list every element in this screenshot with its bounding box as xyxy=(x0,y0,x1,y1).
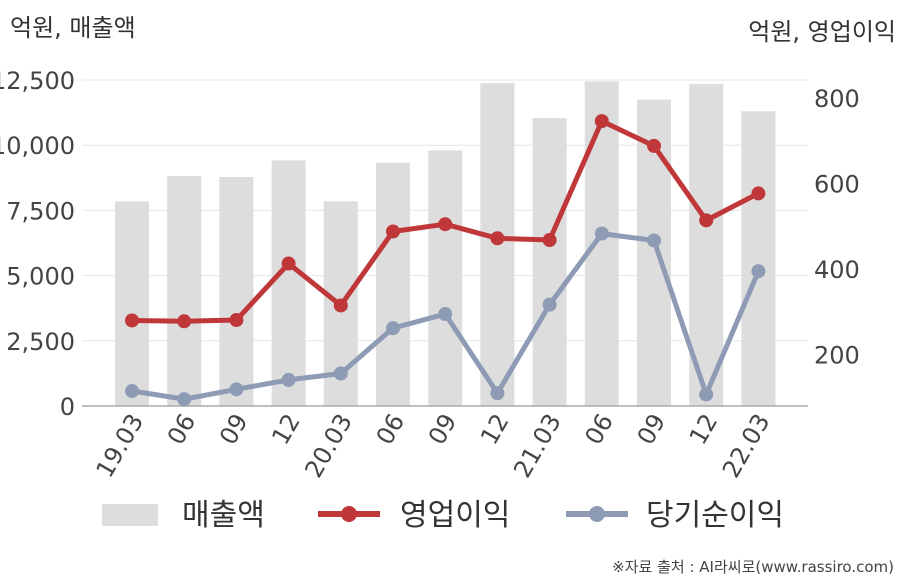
right-tick-label: 200 xyxy=(814,342,860,370)
x-tick-label: 06 xyxy=(162,409,202,449)
left-tick-label: 12,500 xyxy=(0,67,75,95)
left-tick-label: 7,500 xyxy=(6,197,75,225)
series-point-1 xyxy=(751,186,766,201)
series-point-1 xyxy=(699,213,714,228)
x-tick-label: 12 xyxy=(266,409,306,449)
bar xyxy=(532,118,567,407)
series-point-2 xyxy=(386,321,400,336)
x-tick-label: 21.03 xyxy=(508,409,567,483)
series-point-2 xyxy=(699,387,714,402)
right-tick-label: 800 xyxy=(814,85,860,113)
series-point-1 xyxy=(281,256,296,271)
series-point-2 xyxy=(229,382,244,397)
bar xyxy=(271,160,306,406)
series-point-2 xyxy=(281,372,296,387)
x-tick-label: 22.03 xyxy=(717,409,776,483)
bar xyxy=(689,83,724,407)
left-tick-label: 0 xyxy=(60,393,75,421)
series-point-1 xyxy=(594,114,609,129)
x-tick-label: 06 xyxy=(579,409,619,449)
legend-label: 영업이익 xyxy=(400,498,510,533)
series-point-2 xyxy=(751,264,766,279)
legend-swatch xyxy=(102,504,158,526)
series-point-2 xyxy=(594,226,609,241)
x-tick-label: 09 xyxy=(632,409,672,449)
left-tick-label: 2,500 xyxy=(6,328,75,356)
series-point-2 xyxy=(542,297,557,312)
series-point-2 xyxy=(438,307,453,322)
series-point-1 xyxy=(386,224,400,239)
bar xyxy=(376,162,410,406)
legend-swatch-marker xyxy=(589,506,605,522)
left-axis-title: 억원, 매출액 xyxy=(10,14,136,42)
bar xyxy=(115,201,149,406)
legend-label: 당기순이익 xyxy=(646,498,784,533)
bar xyxy=(584,81,619,406)
series-point-2 xyxy=(177,392,192,407)
bar xyxy=(219,177,254,406)
series-point-1 xyxy=(438,217,453,232)
x-tick-label: 19.03 xyxy=(91,409,150,483)
series-point-1 xyxy=(490,231,505,246)
legend-label: 매출액 xyxy=(182,498,265,533)
series-point-1 xyxy=(229,313,244,328)
right-axis-title: 억원, 영업이익 xyxy=(748,18,896,46)
series-point-1 xyxy=(542,233,557,248)
series-point-1 xyxy=(177,314,192,329)
left-tick-label: 5,000 xyxy=(6,263,75,291)
right-tick-label: 400 xyxy=(814,256,860,284)
series-point-1 xyxy=(125,313,139,328)
x-tick-label: 09 xyxy=(423,409,463,449)
x-tick-label: 12 xyxy=(475,409,515,449)
series-point-2 xyxy=(333,366,348,381)
series-point-2 xyxy=(490,386,505,401)
legend-swatch-marker xyxy=(341,506,357,522)
x-tick-label: 12 xyxy=(684,409,724,449)
bar xyxy=(741,111,776,407)
bar xyxy=(167,175,202,406)
x-tick-label: 09 xyxy=(214,409,254,449)
left-tick-label: 10,000 xyxy=(0,132,75,160)
right-tick-label: 600 xyxy=(814,171,860,199)
bar xyxy=(428,150,463,406)
x-tick-label: 06 xyxy=(371,409,411,449)
source-note: ※자료 출처 : AI라씨로(www.rassiro.com) xyxy=(612,558,894,576)
x-tick-label: 20.03 xyxy=(299,409,358,483)
series-point-2 xyxy=(647,233,661,248)
series-point-1 xyxy=(647,138,661,153)
series-point-2 xyxy=(125,384,139,399)
series-point-1 xyxy=(333,298,348,313)
